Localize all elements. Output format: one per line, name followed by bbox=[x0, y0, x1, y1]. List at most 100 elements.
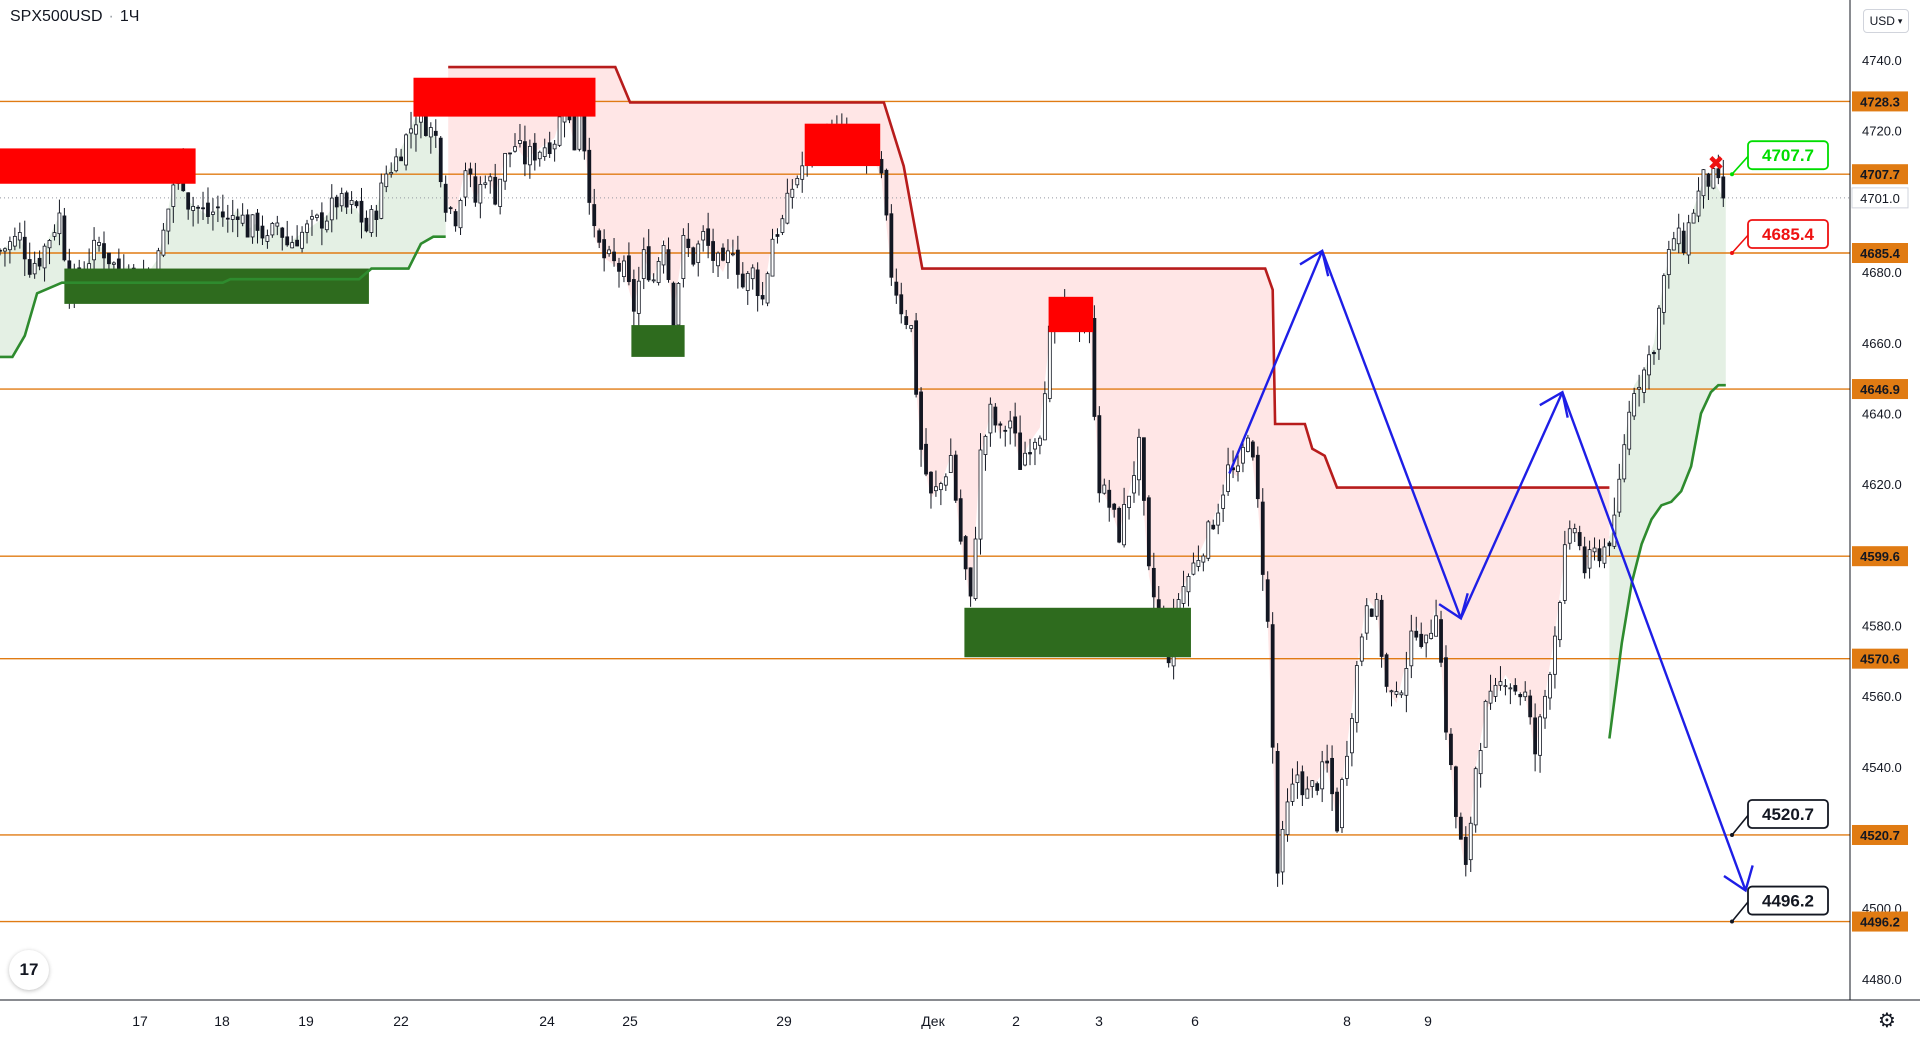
price-tick-label: 4560.0 bbox=[1862, 689, 1902, 704]
time-axis[interactable]: 17 18 19 22 24 25 29 Дек 2 3 6 8 9 bbox=[0, 999, 1920, 1040]
price-tick-label: 4580.0 bbox=[1862, 618, 1902, 633]
candle-body bbox=[1587, 549, 1592, 569]
level-price-tag-text: 4685.4 bbox=[1860, 246, 1901, 261]
candle-body bbox=[1107, 489, 1112, 508]
candle-body bbox=[315, 214, 319, 218]
candle-body bbox=[1384, 654, 1389, 687]
candle-body bbox=[730, 253, 735, 256]
candle-body bbox=[1206, 521, 1211, 559]
candle-body bbox=[983, 435, 988, 455]
candle-body bbox=[1112, 503, 1117, 510]
candle-body bbox=[493, 176, 498, 205]
time-tick-label: 9 bbox=[1424, 1013, 1432, 1029]
candle-body bbox=[1285, 801, 1290, 835]
candle-body bbox=[919, 391, 923, 450]
candle-body bbox=[32, 263, 37, 275]
interval-label[interactable]: 1Ч bbox=[119, 8, 140, 25]
candle-body bbox=[1280, 829, 1285, 873]
candle-body bbox=[547, 142, 552, 155]
candle-body bbox=[1567, 528, 1572, 544]
candle-body bbox=[186, 192, 191, 210]
time-tick-label: 25 bbox=[622, 1013, 638, 1029]
candle-body bbox=[1008, 420, 1013, 429]
price-axis[interactable]: 4740.0 4720.0 4680.0 4660.0 4640.0 4620.0 4580… bbox=[1849, 0, 1920, 1040]
close-marker-icon: ✖ bbox=[1708, 153, 1725, 175]
candle-body bbox=[914, 320, 919, 395]
candle-body bbox=[627, 255, 631, 283]
candle-body bbox=[740, 273, 745, 288]
candle-body bbox=[1622, 444, 1627, 480]
candle-body bbox=[1122, 504, 1127, 546]
candle-body bbox=[988, 403, 993, 434]
candle-body bbox=[166, 208, 171, 232]
trailing-stop-line-bullish-left bbox=[0, 235, 446, 359]
candle-body bbox=[661, 245, 666, 266]
candle-body bbox=[924, 443, 928, 475]
candle-body bbox=[404, 134, 408, 166]
candle-body bbox=[508, 152, 512, 155]
candle-body bbox=[52, 232, 57, 237]
candle-body bbox=[111, 262, 116, 265]
candle-body bbox=[1295, 774, 1300, 784]
price-tick-label: 4620.0 bbox=[1862, 477, 1902, 492]
candle-body bbox=[938, 483, 943, 491]
candle-body bbox=[1255, 454, 1260, 500]
candle-body bbox=[716, 252, 720, 267]
candle-body bbox=[1676, 227, 1681, 245]
candle-body bbox=[230, 215, 235, 220]
candle-body bbox=[1647, 354, 1651, 376]
candle-body bbox=[364, 217, 369, 232]
candle-body bbox=[592, 204, 597, 227]
candle-body bbox=[1310, 780, 1315, 787]
candle-body bbox=[884, 169, 889, 216]
candle-body bbox=[1478, 750, 1483, 775]
candle-body bbox=[423, 113, 428, 136]
candle-body bbox=[295, 239, 300, 247]
candle-body bbox=[1607, 542, 1612, 547]
tradingview-logo-icon[interactable]: 17 bbox=[9, 950, 49, 990]
candle-body bbox=[775, 234, 780, 237]
time-axis-bg bbox=[0, 1000, 1920, 1040]
candle-body bbox=[1657, 307, 1661, 350]
candle-body bbox=[1444, 657, 1448, 733]
candle-body bbox=[706, 228, 711, 246]
level-price-tag bbox=[1852, 91, 1908, 112]
candle-body bbox=[438, 137, 443, 183]
header-separator: · bbox=[108, 8, 114, 25]
candle-body bbox=[1706, 173, 1711, 187]
candle-body bbox=[310, 216, 314, 220]
gear-icon[interactable]: ⚙ bbox=[1878, 1010, 1896, 1032]
candle-body bbox=[389, 172, 394, 175]
symbol-header[interactable]: SPX500USD · 1Ч bbox=[10, 8, 139, 26]
candle-body bbox=[47, 240, 52, 249]
demand-zone-fill-group bbox=[0, 67, 1726, 873]
candle-body bbox=[523, 141, 527, 165]
candle-body bbox=[384, 173, 389, 188]
candle-body bbox=[1132, 475, 1136, 494]
candle-body bbox=[359, 200, 364, 223]
candle-body bbox=[290, 242, 295, 249]
candle-body bbox=[721, 247, 725, 261]
chevron-down-icon: ▾ bbox=[1897, 15, 1903, 26]
candle-body bbox=[1696, 190, 1701, 217]
candle-body bbox=[1023, 452, 1027, 466]
candle-body bbox=[641, 249, 646, 279]
target-anchor-dot bbox=[1730, 251, 1734, 256]
candle-body bbox=[1434, 615, 1438, 637]
target-label-text: 4496.2 bbox=[1762, 892, 1814, 911]
candle-body bbox=[978, 449, 983, 540]
candle-body bbox=[1127, 495, 1131, 508]
candle-body bbox=[161, 229, 166, 256]
candle-body bbox=[993, 406, 998, 426]
candle-body bbox=[191, 206, 196, 211]
candle-body bbox=[800, 165, 805, 180]
currency-select[interactable]: USD ▾ bbox=[1863, 9, 1909, 33]
candle-body bbox=[671, 282, 676, 326]
candle-body bbox=[973, 538, 978, 600]
candle-body bbox=[260, 225, 265, 239]
candle-body bbox=[1572, 528, 1577, 534]
candle-body bbox=[572, 114, 577, 151]
time-tick-label: 22 bbox=[393, 1013, 409, 1029]
price-tick-label: 4720.0 bbox=[1862, 124, 1902, 139]
